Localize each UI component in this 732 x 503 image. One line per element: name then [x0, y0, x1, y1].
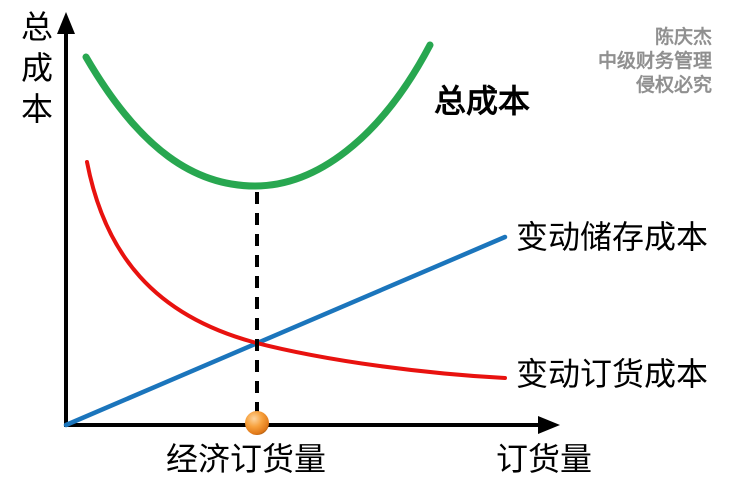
y-axis-arrow-icon — [57, 12, 75, 34]
watermark-line-course: 中级财务管理 — [597, 51, 712, 72]
total-cost-curve — [82, 41, 434, 190]
storage-cost-label: 变动储存成本 — [516, 219, 709, 255]
watermark-line-author: 陈庆杰 — [654, 27, 712, 48]
eoq-marker-dot — [245, 411, 269, 435]
watermark: 陈庆杰 中级财务管理 侵权必究 — [598, 26, 712, 98]
y-axis-title: 总成本 — [17, 10, 53, 133]
x-axis-arrow-icon — [538, 416, 560, 434]
watermark-line-notice: 侵权必究 — [635, 75, 712, 96]
storage-cost-line — [63, 234, 508, 428]
eoq-axis-label: 经济订货量 — [166, 441, 327, 477]
x-axis-title: 订货量 — [496, 441, 593, 477]
total-cost-label: 总成本 — [434, 83, 531, 119]
ordering-cost-label: 变动订货成本 — [516, 356, 709, 392]
ordering-cost-curve — [85, 160, 507, 380]
